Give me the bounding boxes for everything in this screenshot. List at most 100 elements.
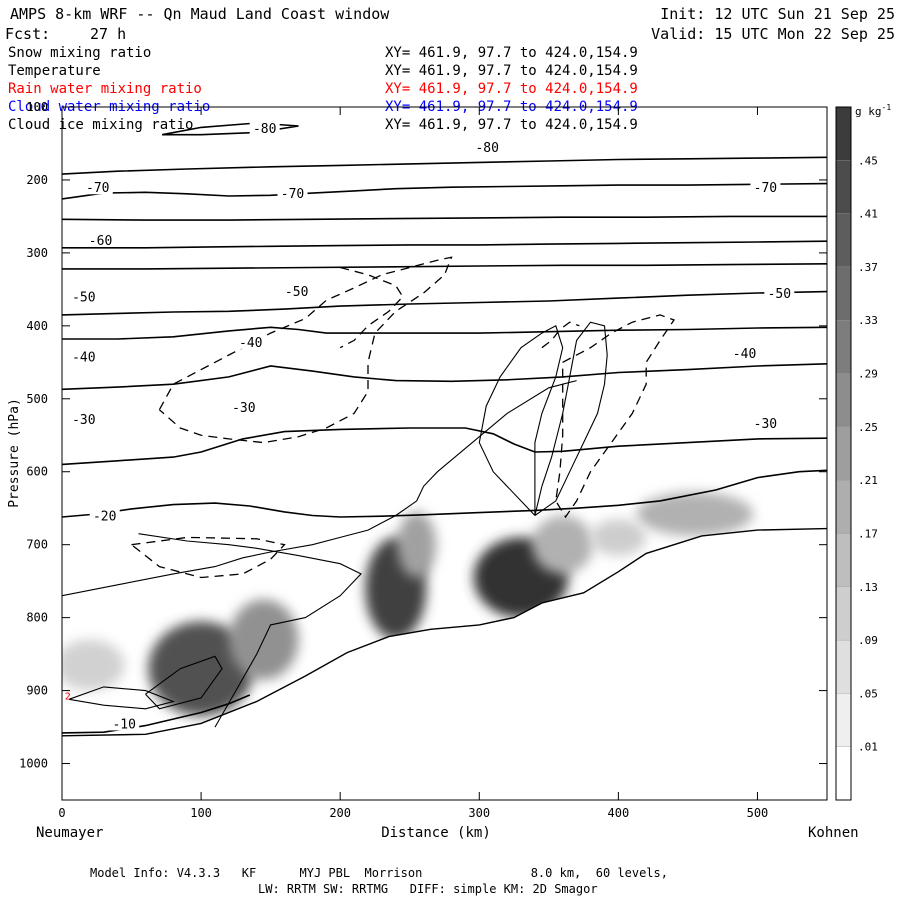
colorbar-cell-8 bbox=[835, 320, 852, 374]
contour-label-6c-bg bbox=[750, 179, 781, 195]
right-endpoint-label: Kohnen bbox=[808, 825, 859, 841]
contour-label-3a-bg bbox=[68, 348, 99, 364]
contour-label-4a: -50 bbox=[72, 291, 95, 306]
y-tick-label-9: 1000 bbox=[19, 757, 48, 771]
colorbar-label-7: .29 bbox=[858, 368, 878, 381]
left-endpoint-label: Neumayer bbox=[36, 825, 103, 841]
contour-label-3c-bg bbox=[235, 333, 266, 349]
contour-label-0a: -10 bbox=[112, 717, 135, 732]
colorbar-label-6: .25 bbox=[858, 421, 878, 434]
contour-label-3a: -40 bbox=[72, 350, 95, 365]
colorbar-label-0: .01 bbox=[858, 741, 878, 754]
contour-label-2b: -30 bbox=[754, 417, 777, 432]
below-terrain-fill bbox=[62, 528, 827, 800]
x-tick-label-5: 500 bbox=[747, 806, 769, 820]
init-time: Init: 12 UTC Sun 21 Sep 25 bbox=[660, 5, 895, 23]
x-tick-label-2: 200 bbox=[329, 806, 351, 820]
temperature-contour-5 bbox=[62, 240, 827, 249]
snow-contour-3 bbox=[62, 380, 577, 597]
temperature-contour-6 bbox=[62, 182, 827, 200]
cloud-ice-contour-3 bbox=[555, 314, 676, 519]
cloud-ice-contour-2 bbox=[339, 266, 404, 349]
contour-label-7a: -80 bbox=[253, 122, 276, 137]
shading-blob-7 bbox=[590, 519, 647, 556]
contour-label-2a-bg bbox=[68, 411, 99, 427]
field-legend: Snow mixing ratio XY= 461.9, 97.7 to 424.… bbox=[8, 45, 638, 133]
contour-labels: -10 -20 -30 -30 -30 -40 -40 -40 -50 -50 -50 -60 -70 -… bbox=[65, 120, 795, 732]
y-tick-label-4: 500 bbox=[26, 392, 48, 406]
snow-contour-2 bbox=[145, 655, 223, 710]
colorbar-label-10: .41 bbox=[858, 208, 878, 221]
temperature-contour-11 bbox=[161, 122, 299, 136]
contour-label-7b: -80 bbox=[475, 141, 498, 156]
contour-label-6c: -70 bbox=[754, 181, 777, 196]
shading-blob-8 bbox=[62, 639, 125, 691]
contour-label-4b-bg bbox=[764, 285, 795, 301]
y-tick-label-8: 900 bbox=[26, 684, 48, 698]
colorbar-label-11: .45 bbox=[858, 154, 878, 167]
shading-blob-6 bbox=[636, 492, 754, 536]
chart-title: AMPS 8-km WRF -- Qn Maud Land Coast wind… bbox=[10, 5, 390, 23]
temperature-contour-2 bbox=[62, 427, 827, 466]
contour-label-2c-bg bbox=[228, 398, 259, 414]
x-tick-label-1: 100 bbox=[190, 806, 212, 820]
colorbar-units: g kg-1 bbox=[855, 103, 891, 118]
y-tick-label-6: 700 bbox=[26, 538, 48, 552]
colorbar-cell-0 bbox=[835, 746, 852, 801]
colorbar-cell-10 bbox=[835, 213, 852, 268]
temperature-contour-1 bbox=[62, 469, 827, 518]
colorbar-cell-11 bbox=[835, 160, 852, 214]
colorbar-frame bbox=[835, 106, 852, 801]
colorbar-cell-7 bbox=[835, 373, 852, 427]
shading-blob-3 bbox=[397, 511, 437, 578]
colorbar-label-9: .37 bbox=[858, 261, 878, 274]
contour-label-5a-bg bbox=[85, 231, 116, 247]
forecast-hours: 27 h bbox=[90, 25, 126, 43]
colorbar-label-2: .09 bbox=[858, 634, 878, 647]
cloud-ice-contour-0 bbox=[158, 256, 453, 444]
colorbar-cell-2 bbox=[835, 639, 852, 694]
colorbar-cell-9 bbox=[835, 266, 852, 321]
colorbar-label-4: .17 bbox=[858, 527, 878, 540]
colorbar: .01 .05 .09 .13 .17 .21 .25 .29 .33 .37 .41 .45 bbox=[835, 106, 878, 801]
colorbar-label-8: .33 bbox=[858, 314, 878, 327]
contour-label-2c: -30 bbox=[232, 401, 255, 416]
y-tick-label-3: 400 bbox=[26, 319, 48, 333]
contour-label-3b: -40 bbox=[733, 347, 756, 362]
y-tick-label-1: 200 bbox=[26, 173, 48, 187]
x-tick-label-4: 400 bbox=[608, 806, 630, 820]
y-tick-label-0: 100 bbox=[26, 100, 48, 114]
field-range-1: XY= 461.9, 97.7 to 424.0,154.9 bbox=[385, 63, 638, 79]
contour-label-4b: -50 bbox=[768, 287, 791, 302]
colorbar-cell-5 bbox=[835, 480, 852, 534]
axes: 0 100 200 300 400 500 100 200 300 400 500 600 700 800… bbox=[19, 100, 827, 820]
temperature-contour-9 bbox=[62, 263, 827, 270]
x-axis-label: Distance (km) bbox=[381, 825, 491, 841]
contour-label-6a: -70 bbox=[86, 181, 109, 196]
temperature-contour-3 bbox=[62, 363, 827, 391]
rain-contour-label: 2 bbox=[65, 692, 71, 703]
temperature-contour-8 bbox=[62, 215, 827, 221]
field-name-4: Cloud ice mixing ratio bbox=[8, 117, 193, 133]
y-tick-label-7: 800 bbox=[26, 611, 48, 625]
valid-time: Valid: 15 UTC Mon 22 Sep 25 bbox=[651, 25, 895, 43]
snow-contour-4 bbox=[478, 325, 564, 516]
y-axis-label: Pressure (hPa) bbox=[7, 398, 22, 508]
contour-label-3b-bg bbox=[729, 344, 760, 360]
contour-label-6b-bg bbox=[277, 185, 308, 201]
temperature-contour-7 bbox=[62, 156, 827, 175]
field-range-2: XY= 461.9, 97.7 to 424.0,154.9 bbox=[385, 81, 638, 97]
shading-blob-0 bbox=[148, 621, 254, 717]
colorbar-label-1: .05 bbox=[858, 687, 878, 700]
shading-blob-5 bbox=[532, 515, 594, 574]
contour-label-4a-bg bbox=[68, 288, 99, 304]
y-tick-label-5: 600 bbox=[26, 465, 48, 479]
colorbar-cell-12 bbox=[835, 106, 852, 161]
contour-label-6b: -70 bbox=[281, 187, 304, 202]
contour-label-1a: -20 bbox=[93, 510, 116, 525]
terrain-line bbox=[62, 527, 827, 737]
temperature-contour-10 bbox=[62, 326, 827, 340]
cloud-ice-contour-4 bbox=[541, 321, 580, 349]
temperature-contour-0 bbox=[62, 694, 251, 734]
